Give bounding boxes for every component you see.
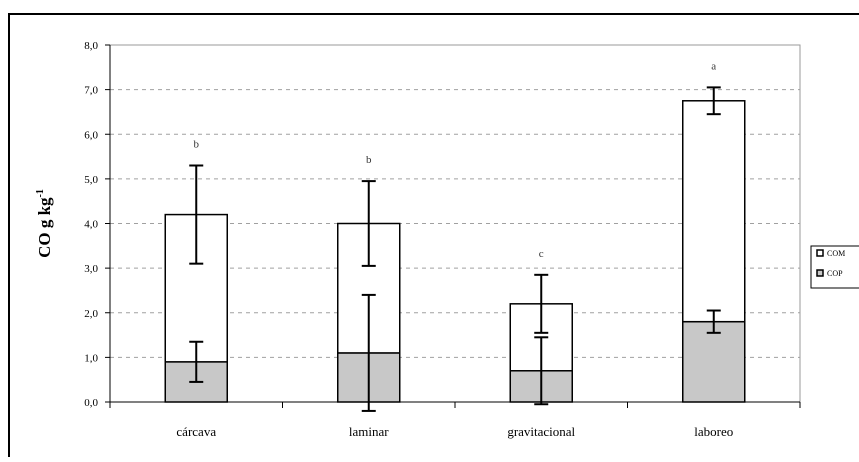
y-tick-label: 6,0 bbox=[84, 129, 98, 141]
bar-cop bbox=[682, 320, 746, 403]
y-tick-label: 5,0 bbox=[84, 174, 98, 186]
y-axis-title: CO g kg-1 bbox=[35, 189, 54, 258]
legend-swatch-com bbox=[816, 249, 824, 257]
x-tick-label: laboreo bbox=[694, 424, 733, 439]
significance-letter: c bbox=[539, 248, 544, 260]
y-tick-labels: 0,0 1,0 2,0 3,0 4,0 5,0 6,0 7,0 8,0 bbox=[84, 40, 110, 409]
y-axis-label: CO g kg-1 bbox=[35, 189, 54, 258]
bar-com bbox=[682, 100, 746, 323]
bars: b b c a bbox=[164, 60, 746, 412]
legend-swatch-cop bbox=[816, 269, 824, 277]
x-axis: cárcava laminar gravitacional laboreo bbox=[109, 45, 801, 439]
x-tick-label: laminar bbox=[349, 424, 389, 439]
y-tick-label: 8,0 bbox=[84, 40, 98, 52]
y-axis-title-text: CO g kg bbox=[35, 197, 54, 258]
y-tick-label: 4,0 bbox=[84, 219, 98, 231]
legend-label-com: COM bbox=[827, 249, 845, 258]
x-tick-label: gravitacional bbox=[507, 424, 575, 439]
y-tick-label: 3,0 bbox=[84, 263, 98, 275]
legend: COM COP bbox=[810, 245, 859, 289]
y-tick-label: 2,0 bbox=[84, 308, 98, 320]
y-axis-title-superscript: -1 bbox=[35, 189, 46, 197]
x-tick-label: cárcava bbox=[176, 424, 216, 439]
y-tick-label: 7,0 bbox=[84, 85, 98, 97]
legend-label-cop: COP bbox=[827, 269, 843, 278]
significance-letter: b bbox=[194, 138, 200, 150]
significance-letter: a bbox=[711, 60, 716, 72]
y-tick-label: 0,0 bbox=[84, 397, 98, 409]
significance-letter: b bbox=[366, 154, 372, 166]
y-tick-label: 1,0 bbox=[84, 352, 98, 364]
